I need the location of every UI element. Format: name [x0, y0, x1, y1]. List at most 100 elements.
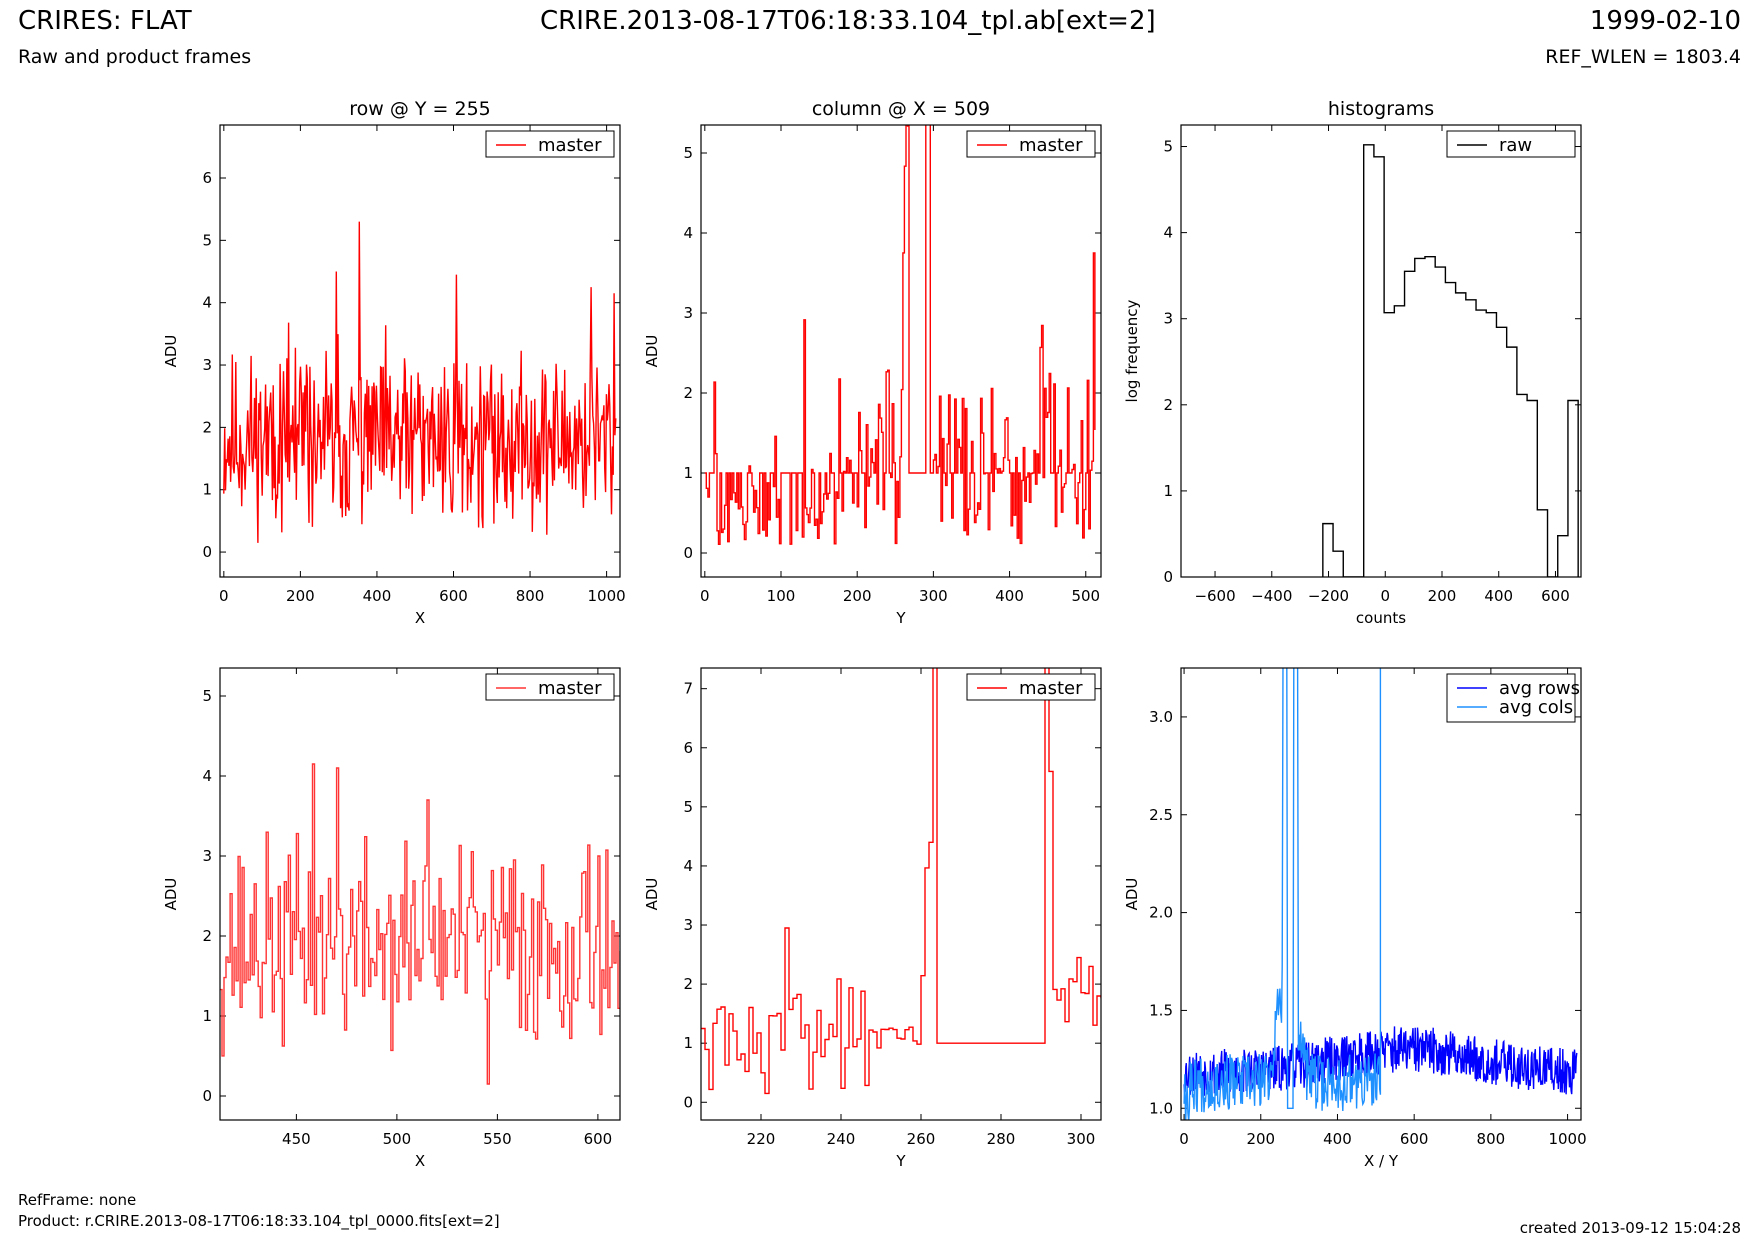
y-tick-label: 0: [202, 1087, 212, 1105]
y-tick-label: 4: [202, 294, 212, 312]
series-line-master: [701, 668, 1101, 1095]
refwlen-label: REF_WLEN = 1803.4: [1545, 46, 1741, 68]
x-tick-label: 1000: [1548, 1130, 1586, 1148]
y-tick-label: 5: [683, 144, 693, 162]
x-tick-label: 400: [995, 587, 1024, 605]
series-line-master: [223, 221, 617, 543]
y-axis-label: ADU: [1123, 878, 1141, 911]
x-tick-label: 100: [767, 587, 796, 605]
y-axis-label: ADU: [643, 335, 661, 368]
y-tick-label: 4: [683, 857, 693, 875]
y-tick-label: 0: [683, 1093, 693, 1111]
x-tick-label: 0: [1179, 1130, 1189, 1148]
y-tick-label: 1: [683, 1034, 693, 1052]
x-tick-label: 400: [1323, 1130, 1352, 1148]
legend: master: [966, 130, 1096, 158]
series-group: [1183, 668, 1578, 1120]
x-tick-label: 240: [827, 1130, 856, 1148]
y-tick-label: 2: [202, 418, 212, 436]
y-tick-label: 4: [1163, 224, 1173, 242]
legend-box: [1446, 130, 1576, 158]
x-tick-label: 300: [1067, 1130, 1096, 1148]
y-tick-label: 3: [1163, 310, 1173, 328]
x-tick-label: 200: [1246, 1130, 1275, 1148]
legend-label: avg cols: [1499, 697, 1573, 718]
legend-box: [485, 130, 615, 158]
y-tick-label: 5: [202, 231, 212, 249]
x-tick-label: 220: [747, 1130, 776, 1148]
legend-label: master: [1019, 678, 1083, 699]
y-tick-label: 3: [683, 916, 693, 934]
y-tick-label: 2: [1163, 396, 1173, 414]
report-subtitle: Raw and product frames: [18, 46, 252, 68]
x-tick-label: 600: [584, 1130, 613, 1148]
date-label: 1999-02-10: [1589, 6, 1741, 36]
y-tick-label: 1: [202, 481, 212, 499]
series-group: [704, 125, 1096, 545]
series-group: [1322, 144, 1579, 577]
plot-frame: [219, 667, 621, 1121]
y-axis-label: ADU: [162, 335, 180, 368]
x-axis-label: Y: [895, 1152, 906, 1170]
y-tick-label: 0: [1163, 568, 1173, 586]
x-tick-label: 600: [439, 587, 468, 605]
plot-frame: [1180, 124, 1582, 578]
x-tick-label: 0: [219, 587, 229, 605]
y-tick-label: 2: [202, 927, 212, 945]
x-tick-label: 0: [1380, 587, 1390, 605]
x-tick-label: 200: [843, 587, 872, 605]
series-line-raw: [1322, 144, 1579, 577]
x-tick-label: 400: [363, 587, 392, 605]
x-tick-label: 800: [1477, 1130, 1506, 1148]
x-tick-label: 500: [1071, 587, 1100, 605]
x-tick-label: 800: [516, 587, 545, 605]
chart-panel-1: row @ Y = 255 0 200 400 600 800 1000 0 1 2 3 4 5 6 X AD…: [162, 98, 626, 627]
chart-title: row @ Y = 255: [349, 98, 491, 120]
chart-title: column @ X = 509: [812, 98, 990, 120]
series-line-master: [220, 763, 620, 1085]
plot-frame: [1180, 667, 1582, 1121]
y-tick-label: 1: [683, 464, 693, 482]
y-tick-label: 5: [683, 798, 693, 816]
chart-panel-4: 450 500 550 600 0 1 2 3 4 5 X ADU master: [162, 667, 621, 1170]
y-tick-label: 2.5: [1149, 806, 1173, 824]
legend-label: master: [1019, 135, 1083, 156]
x-tick-label: 1000: [588, 587, 626, 605]
y-axis-label: ADU: [162, 878, 180, 911]
legend: raw: [1446, 130, 1576, 158]
y-tick-label: 2.0: [1149, 904, 1173, 922]
legend-label: master: [538, 678, 602, 699]
y-tick-label: 4: [202, 767, 212, 785]
refframe-label: RefFrame: none: [18, 1191, 137, 1209]
y-tick-label: 4: [683, 224, 693, 242]
series-group: [701, 668, 1101, 1095]
legend: master: [485, 130, 615, 158]
y-tick-label: 7: [683, 680, 693, 698]
series-line-avg-cols: [1183, 668, 1382, 1120]
y-tick-label: 6: [683, 739, 693, 757]
chart-panel-2: column @ X = 509 0 100 200 300 400 500 0 1 2 3 4 5 Y A…: [643, 98, 1102, 627]
x-tick-label: 260: [907, 1130, 936, 1148]
x-axis-label: Y: [895, 609, 906, 627]
y-tick-label: 3: [202, 847, 212, 865]
y-tick-label: 3: [202, 356, 212, 374]
x-axis-label: X: [415, 609, 425, 627]
chart-panel-5: 220 240 260 280 300 0 1 2 3 4 5 6 7 Y ADU master: [643, 667, 1102, 1170]
series-group: [220, 763, 620, 1085]
x-tick-label: −200: [1308, 587, 1349, 605]
plot-frame: [219, 124, 621, 578]
plot-frame: [700, 124, 1102, 578]
x-axis-label: X / Y: [1364, 1152, 1399, 1170]
chart-title: histograms: [1328, 98, 1434, 120]
y-tick-label: 2: [683, 384, 693, 402]
x-axis-label: counts: [1356, 609, 1406, 627]
series-group: [223, 221, 617, 543]
y-tick-label: 0: [683, 544, 693, 562]
chart-panel-6: 0 200 400 600 800 1000 1.0 1.5 2.0 2.5 3.0 X / Y ADU…: [1123, 667, 1587, 1170]
y-tick-label: 6: [202, 169, 212, 187]
x-tick-label: 600: [1400, 1130, 1429, 1148]
legend-label: avg rows: [1499, 678, 1580, 699]
x-tick-label: 300: [919, 587, 948, 605]
x-tick-label: −600: [1194, 587, 1235, 605]
